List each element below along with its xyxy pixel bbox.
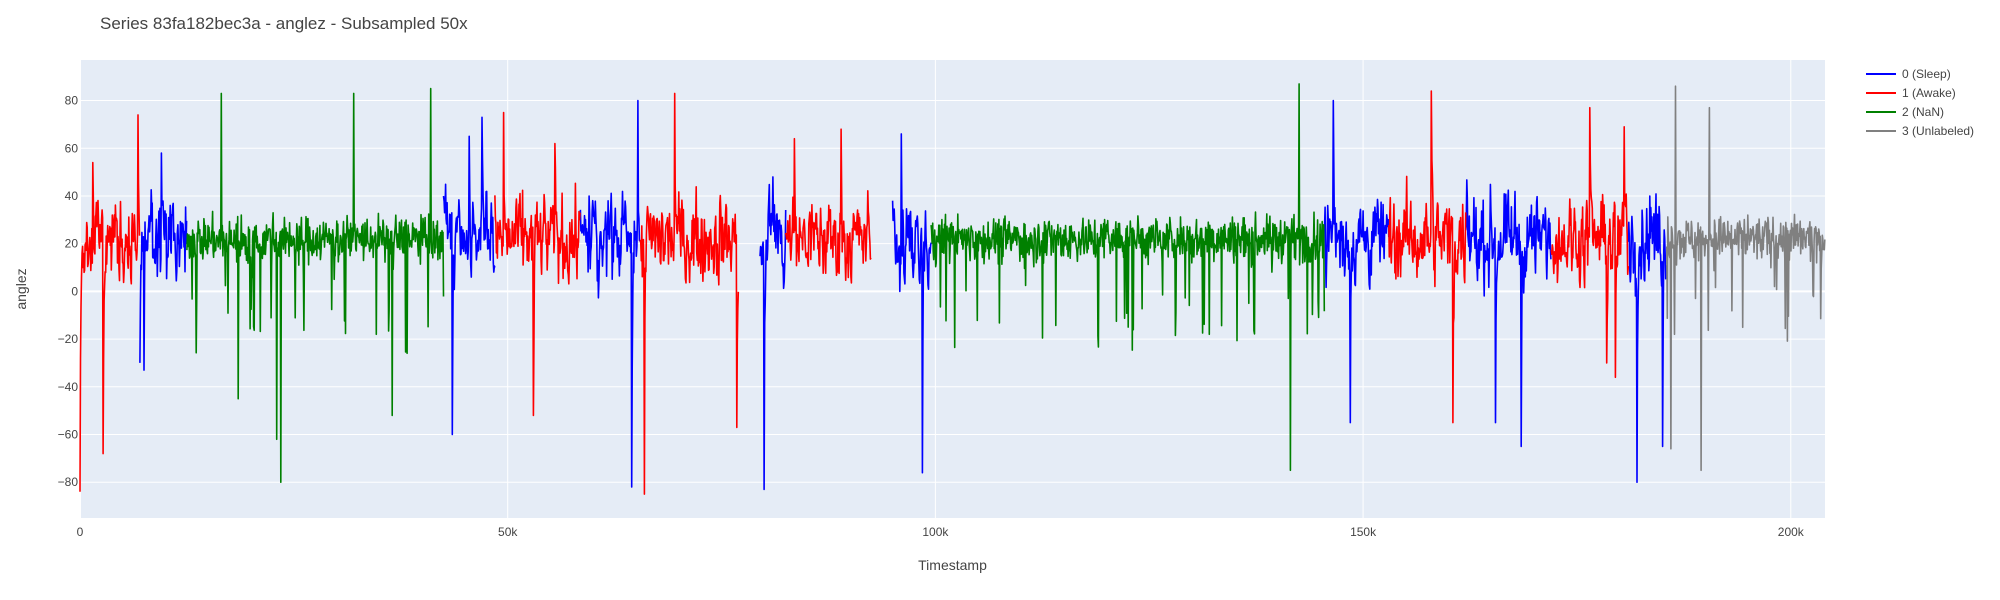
plot-area[interactable] [80,60,1825,518]
chart-title: Series 83fa182bec3a - anglez - Subsample… [100,14,468,33]
y-tick-label: 80 [65,94,79,108]
y-tick-label: −80 [58,475,79,489]
series-2-nan- [186,83,1326,483]
x-tick-label: 0 [77,525,84,539]
series-segment [1464,179,1552,448]
series-segment [759,176,787,491]
series-0-sleep- [139,99,1668,491]
x-tick-label: 50k [498,525,518,539]
series-segment [1550,106,1630,379]
y-tick-label: 40 [65,189,79,203]
y-tick-label: 20 [65,237,79,251]
series-segment [891,133,932,474]
series-1-awake- [79,90,1630,495]
x-tick-label: 200k [1778,525,1805,539]
legend-item[interactable]: 0 (Sleep) [1866,67,1951,81]
legend-item[interactable]: 2 (NaN) [1866,105,1944,119]
y-tick-label: −60 [58,428,79,442]
series-segment [494,111,581,417]
legend-item[interactable]: 1 (Awake) [1866,86,1956,100]
series-segment [639,92,740,495]
x-tick-label: 150k [1350,525,1377,539]
series-segment [139,152,188,371]
series-segment [1323,99,1390,424]
legend-label: 1 (Awake) [1902,86,1956,100]
series-segment [930,83,1326,472]
y-axis-ticks: −80 −60 −40 −20 0 20 40 60 80 [58,94,79,490]
legend-label: 2 (NaN) [1902,105,1944,119]
y-tick-label: −20 [58,332,79,346]
series-segment [784,128,872,284]
series-segment [1388,90,1467,424]
legend[interactable]: 0 (Sleep) 1 (Awake) 2 (NaN) 3 (Unlabeled) [1866,67,1974,138]
series-segment [1666,85,1826,472]
legend-item[interactable]: 3 (Unlabeled) [1866,124,1974,138]
y-tick-label: 60 [65,141,79,155]
x-axis-ticks: 0 50k 100k 150k 200k [77,525,1805,539]
legend-label: 3 (Unlabeled) [1902,124,1974,138]
y-tick-label: −40 [58,380,79,394]
series-segment [79,114,141,492]
legend-label: 0 (Sleep) [1902,67,1951,81]
y-axis-title: anglez [13,268,29,309]
series-3-unlabeled- [1666,85,1826,472]
series-segment [442,116,496,436]
x-tick-label: 100k [922,525,949,539]
series-segment [186,87,445,483]
series-segment [1627,193,1668,483]
x-axis-title: Timestamp [918,557,987,573]
y-tick-label: 0 [71,284,78,298]
series-segment [579,99,641,488]
series-layer [79,83,1826,495]
